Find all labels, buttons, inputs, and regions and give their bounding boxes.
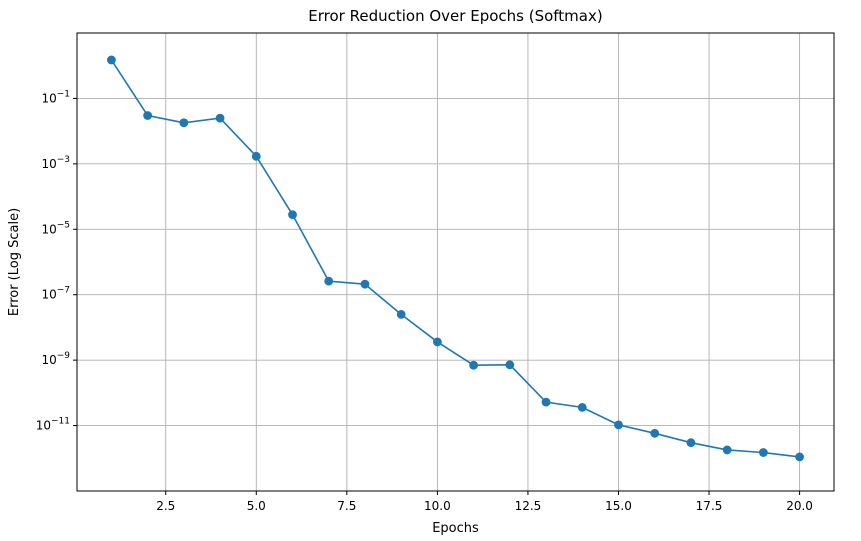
y-tick-label: 10−3 xyxy=(41,155,70,171)
data-point xyxy=(432,337,442,347)
data-point xyxy=(758,448,768,457)
data-point xyxy=(107,55,116,65)
data-point xyxy=(722,445,732,455)
plot-frame xyxy=(76,32,835,492)
x-tick-label: 10.0 xyxy=(424,499,451,513)
data-point xyxy=(577,402,587,412)
x-tick-label: 2.5 xyxy=(156,499,175,513)
data-point xyxy=(541,397,551,407)
x-axis: 2.5 5.0 7.5 10.0 12.5 15.0 17.5 20.0 xyxy=(156,491,813,513)
x-tick-label: 12.5 xyxy=(515,499,542,513)
data-point xyxy=(360,279,370,289)
y-axis-label: Error (Log Scale) xyxy=(7,208,22,316)
y-tick-label: 10−7 xyxy=(41,286,70,302)
data-point xyxy=(469,360,479,370)
data-point xyxy=(795,452,804,462)
y-axis: 10−1 10−3 10−5 10−7 10−9 10−11 xyxy=(36,89,77,433)
series-layer xyxy=(107,55,804,462)
data-point xyxy=(251,151,261,161)
y-tick-label: 10−11 xyxy=(36,417,70,433)
x-tick-label: 20.0 xyxy=(786,499,813,513)
grid xyxy=(77,33,834,491)
x-tick-label: 5.0 xyxy=(247,499,266,513)
chart-title: Error Reduction Over Epochs (Softmax) xyxy=(308,7,602,25)
data-point xyxy=(143,111,153,120)
data-point xyxy=(215,113,225,123)
y-tick-label: 10−1 xyxy=(41,89,70,105)
data-point xyxy=(396,310,406,319)
data-point xyxy=(288,210,297,220)
data-point xyxy=(614,420,623,430)
data-point xyxy=(179,118,189,128)
data-point xyxy=(324,276,334,286)
series-line xyxy=(110,59,800,458)
data-point xyxy=(686,438,696,448)
y-tick-label: 10−9 xyxy=(41,351,70,367)
x-tick-label: 17.5 xyxy=(696,499,723,513)
data-point xyxy=(650,428,660,438)
x-tick-label: 7.5 xyxy=(337,499,356,513)
x-tick-label: 15.0 xyxy=(605,499,632,513)
y-tick-label: 10−5 xyxy=(41,220,70,236)
data-point xyxy=(505,360,515,370)
x-axis-label: Epochs xyxy=(432,521,479,536)
